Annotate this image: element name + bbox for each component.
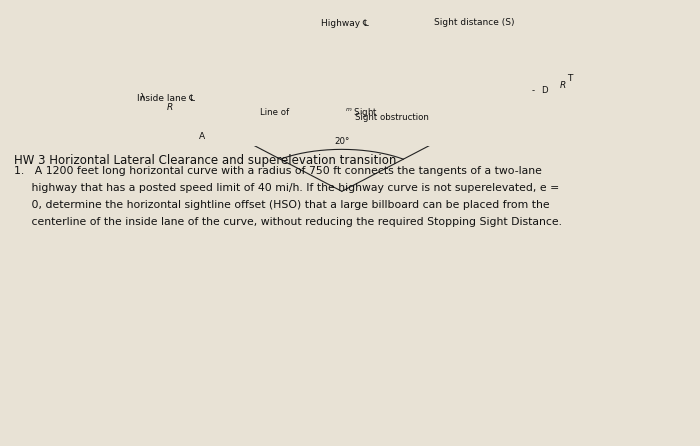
Text: λ: λ: [140, 93, 145, 103]
Text: centerline of the inside lane of the curve, without reducing the required Stoppi: centerline of the inside lane of the cur…: [14, 217, 561, 227]
Text: A: A: [199, 132, 205, 140]
Text: Sight obstruction: Sight obstruction: [356, 113, 429, 122]
Text: 20°: 20°: [334, 137, 349, 146]
Text: Line of: Line of: [260, 108, 289, 117]
Text: D: D: [541, 86, 548, 95]
Text: Sight distance (S): Sight distance (S): [434, 17, 514, 26]
Text: 1.   A 1200 feet long horizontal curve with a radius of 750 ft connects the tang: 1. A 1200 feet long horizontal curve wit…: [14, 166, 542, 176]
Text: T: T: [568, 74, 573, 83]
Text: Highway ℄: Highway ℄: [321, 19, 369, 28]
Text: R: R: [167, 103, 173, 112]
Text: highway that has a posted speed limit of 40 mi/h. If the highway curve is not su: highway that has a posted speed limit of…: [14, 183, 559, 193]
Text: 0, determine the horizontal sightline offset (HSO) that a large billboard can be: 0, determine the horizontal sightline of…: [14, 200, 550, 210]
Text: R: R: [560, 81, 566, 90]
Text: Inside lane ℄: Inside lane ℄: [136, 94, 195, 103]
Text: HW 3 Horizontal Lateral Clearance and superelevation transition: HW 3 Horizontal Lateral Clearance and su…: [14, 154, 396, 167]
Text: -: -: [532, 86, 535, 95]
Text: $^m$ Sight: $^m$ Sight: [345, 106, 378, 119]
